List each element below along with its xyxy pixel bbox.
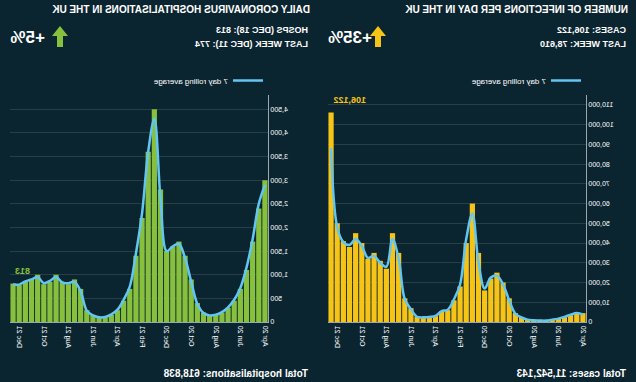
svg-text:1,500: 1,500 [270, 248, 288, 255]
svg-text:Total cases: 11,542,143: Total cases: 11,542,143 [516, 368, 626, 379]
svg-text:Oct 21: Oct 21 [359, 326, 366, 347]
svg-text:Oct 20: Oct 20 [506, 326, 513, 347]
svg-text:NUMBER OF INFECTIONS PER DAY I: NUMBER OF INFECTIONS PER DAY IN THE UK [404, 4, 628, 15]
svg-text:10,000: 10,000 [588, 299, 610, 306]
svg-text:Dec 21: Dec 21 [334, 326, 341, 348]
svg-text:DAILY CORONAVIRUS HOSPITALISAT: DAILY CORONAVIRUS HOSPITALISATIONS IN TH… [51, 4, 310, 15]
svg-text:20,000: 20,000 [588, 279, 610, 286]
svg-text:Jun 20: Jun 20 [555, 326, 562, 347]
svg-text:Apr 20: Apr 20 [579, 326, 587, 347]
svg-text:Apr 20: Apr 20 [261, 326, 269, 347]
svg-text:Dec 20: Dec 20 [163, 326, 170, 348]
svg-text:Oct 20: Oct 20 [188, 326, 195, 347]
svg-text:40,000: 40,000 [588, 239, 610, 246]
svg-text:+35%: +35% [328, 28, 372, 47]
svg-text:4,000: 4,000 [270, 129, 288, 136]
svg-text:0: 0 [270, 318, 274, 325]
svg-text:100,000: 100,000 [588, 121, 613, 128]
svg-text:Jun 20: Jun 20 [237, 326, 244, 347]
svg-text:2,000: 2,000 [270, 224, 288, 231]
svg-text:Dec 21: Dec 21 [16, 326, 23, 348]
svg-text:0: 0 [588, 318, 592, 325]
svg-text:7 day rolling average: 7 day rolling average [471, 77, 546, 86]
svg-text:Aug 20: Aug 20 [212, 326, 220, 348]
svg-text:500: 500 [270, 295, 282, 302]
svg-text:+5%: +5% [11, 28, 46, 47]
svg-text:Aug 20: Aug 20 [530, 326, 538, 348]
svg-text:Jun 21: Jun 21 [90, 326, 97, 347]
svg-text:CASES: 106,122: CASES: 106,122 [557, 25, 626, 35]
svg-text:Aug 21: Aug 21 [382, 326, 390, 348]
svg-text:30,000: 30,000 [588, 259, 610, 266]
svg-text:80,000: 80,000 [588, 161, 610, 168]
svg-text:LAST WEEK: 78,610: LAST WEEK: 78,610 [540, 39, 626, 49]
svg-text:4,500: 4,500 [270, 106, 288, 113]
svg-text:813: 813 [15, 266, 30, 276]
svg-text:Apr 21: Apr 21 [113, 326, 121, 347]
svg-text:70,000: 70,000 [588, 180, 610, 187]
svg-text:LAST WEEK (DEC 11): 774: LAST WEEK (DEC 11): 774 [195, 39, 308, 49]
svg-text:Jun 21: Jun 21 [408, 326, 415, 347]
svg-text:Oct 21: Oct 21 [41, 326, 48, 347]
svg-text:106,122: 106,122 [333, 95, 366, 105]
svg-text:7 day rolling average: 7 day rolling average [153, 77, 228, 86]
svg-text:HOSPS (DEC 18): 813: HOSPS (DEC 18): 813 [216, 25, 308, 35]
svg-text:50,000: 50,000 [588, 220, 610, 227]
svg-text:Feb 21: Feb 21 [457, 326, 464, 348]
svg-text:110,000: 110,000 [588, 101, 613, 108]
svg-text:3,500: 3,500 [270, 153, 288, 160]
svg-text:Total hospitalisations: 618,83: Total hospitalisations: 618,838 [163, 368, 308, 379]
svg-text:Apr 21: Apr 21 [431, 326, 439, 347]
svg-text:60,000: 60,000 [588, 200, 610, 207]
svg-text:2,500: 2,500 [270, 200, 288, 207]
svg-text:1,000: 1,000 [270, 271, 288, 278]
svg-text:90,000: 90,000 [588, 141, 610, 148]
svg-text:Dec 20: Dec 20 [481, 326, 488, 348]
svg-text:3,000: 3,000 [270, 177, 288, 184]
svg-text:Aug 21: Aug 21 [64, 326, 72, 348]
svg-text:Feb 21: Feb 21 [139, 326, 146, 348]
